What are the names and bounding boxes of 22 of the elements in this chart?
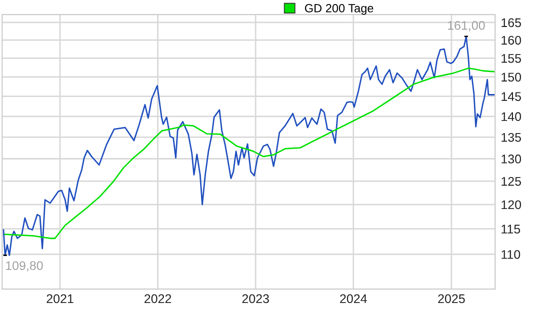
y-tick-label: 130 xyxy=(502,154,522,164)
y-tick-label: 145 xyxy=(502,92,521,101)
y-tick-label: 155 xyxy=(502,54,521,63)
legend-label: GD 200 Tage xyxy=(304,4,374,15)
annotation: 161,00 xyxy=(448,20,485,32)
y-tick-label: 125 xyxy=(502,176,521,186)
x-tick-label: 2025 xyxy=(438,294,465,304)
y-tick-label: 165 xyxy=(502,18,521,28)
y-tick-label: 150 xyxy=(502,72,522,82)
y-tick-label: 110 xyxy=(502,250,520,259)
x-tick-label: 2022 xyxy=(144,294,172,304)
y-tick-label: 160 xyxy=(502,36,522,45)
y-tick-label: 135 xyxy=(502,132,521,142)
line-series xyxy=(2,36,495,256)
x-tick-label: 2024 xyxy=(340,294,367,304)
y-tick-label: 115 xyxy=(502,224,520,234)
annotation: 109,80 xyxy=(6,261,43,272)
x-tick-label: 2021 xyxy=(46,294,74,304)
y-tick-label: 120 xyxy=(502,200,522,210)
line-series xyxy=(4,68,495,240)
y-tick-label: 140 xyxy=(502,112,522,122)
x-tick-label: 2023 xyxy=(242,294,269,304)
